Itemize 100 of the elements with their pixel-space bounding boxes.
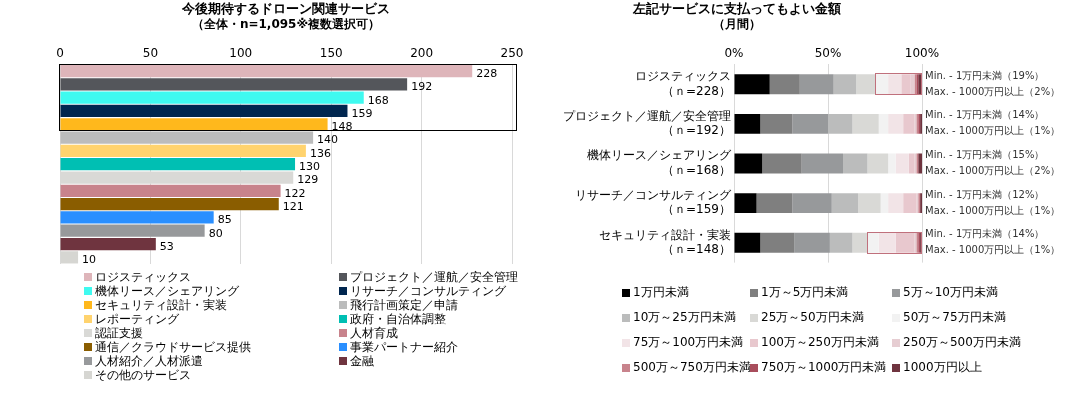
x-tick-label: 0	[56, 46, 64, 61]
bar	[867, 153, 889, 174]
bar	[794, 232, 830, 253]
y-tick-label: リサーチ／コンサルティング（ｎ=159）	[575, 188, 732, 217]
legend-label: 飛行計画策定／申請	[350, 298, 458, 312]
bar	[867, 232, 879, 253]
bar	[734, 113, 761, 134]
bar	[829, 232, 853, 253]
data-label: 192	[411, 80, 433, 94]
chart-title: 左記サービスに支払ってもよい金額	[632, 1, 841, 17]
data-label: 53	[159, 239, 174, 253]
bar	[852, 232, 868, 253]
bar	[903, 113, 915, 134]
x-tick-label: 100%	[904, 46, 940, 61]
data-label: 168	[367, 93, 389, 107]
bar	[852, 113, 879, 134]
data-label: 148	[331, 120, 353, 134]
x-tick-label: 250	[500, 46, 524, 61]
legend-label: 政府・自治体調整	[350, 312, 446, 326]
bar	[799, 74, 834, 95]
text: Max. - 1000万円以上（1%）	[925, 244, 1061, 256]
legend-label: 認証支援	[95, 326, 143, 340]
chart-subtitle: （全体・n=1,095※複数選択可）	[191, 16, 381, 31]
legend-label: 1万円未満	[633, 284, 689, 301]
y-tick-label: 機体リース／シェアリング（ｎ=168）	[587, 148, 732, 177]
x-tick-label: 0%	[724, 46, 744, 61]
bar	[875, 74, 889, 95]
bar	[878, 232, 896, 253]
bar	[888, 113, 904, 134]
bar	[734, 232, 761, 253]
legend-label: レポーティング	[95, 312, 179, 326]
bar	[888, 193, 904, 214]
data-label: 80	[208, 226, 223, 240]
legend-label: 500万～750万円未満	[633, 359, 751, 376]
text: Min. - 1万円未満（12%）	[925, 188, 1045, 200]
legend-label: 750万～1000万円未満	[761, 359, 887, 376]
text: Max. - 1000万円以上（1%）	[925, 125, 1061, 137]
legend-label: 10万～25万円未満	[633, 309, 736, 326]
bar	[801, 153, 844, 174]
legend-label: リサーチ／コンサルティング	[350, 284, 506, 298]
legend-label: その他のサービス	[95, 368, 191, 382]
legend-label: 5万～10万円未満	[903, 284, 998, 301]
legend-label: セキュリティ設計・実装	[95, 298, 227, 312]
bar	[762, 153, 802, 174]
legend-label: 50万～75万円未満	[903, 309, 1006, 326]
legend-label: 1万～5万円未満	[761, 284, 849, 301]
data-label: 136	[309, 146, 331, 160]
text: Max. - 1000万円以上（2%）	[925, 85, 1061, 97]
text: Min. - 1万円未満（14%）	[925, 109, 1045, 121]
x-tick-label: 100	[229, 46, 253, 61]
legend-label: 100万～250万円未満	[761, 334, 879, 351]
y-tick-label: セキュリティ設計・実装（ｎ=148）	[599, 227, 731, 257]
legend-label: 75万～100万円未満	[633, 334, 744, 351]
legend-label: 人材育成	[350, 326, 398, 340]
legend-label: 機体リース／シェアリング	[95, 284, 239, 298]
bar	[888, 74, 902, 95]
x-tick-label: 50%	[814, 46, 842, 61]
chart-subtitle: （月間）	[713, 16, 761, 31]
data-label: 85	[217, 213, 232, 227]
legend-label: 1000万円以上	[903, 359, 982, 376]
data-label: 159	[351, 106, 373, 120]
bar	[792, 113, 828, 134]
bar	[760, 113, 793, 134]
text: Min. - 1万円未満（15%）	[925, 149, 1045, 161]
bar	[856, 74, 875, 95]
legend-label: 金融	[350, 354, 374, 368]
bar	[833, 74, 857, 95]
bar	[734, 74, 770, 95]
x-tick-label: 150	[319, 46, 343, 61]
bar	[760, 232, 795, 253]
data-label: 228	[476, 66, 498, 80]
chart-title: 今後期待するドローン関連サービス	[181, 1, 390, 17]
legend-label: 通信／クラウドサービス提供	[95, 340, 251, 354]
data-label: 130	[299, 160, 321, 174]
bar	[734, 193, 757, 214]
bar	[878, 113, 889, 134]
bar	[895, 232, 915, 253]
data-label: 140	[317, 133, 339, 147]
legend-label: プロジェクト／運航／安全管理	[350, 270, 518, 284]
y-tick-label: プロジェクト／運航／安全管理（ｎ=192）	[563, 108, 731, 138]
data-label: 122	[284, 186, 306, 200]
legend-label: 事業パートナー紹介	[350, 340, 458, 354]
bar	[843, 153, 868, 174]
legend-label: 人材紹介／人材派遣	[95, 354, 203, 368]
y-tick-label: ロジスティックス（ｎ=228）	[635, 69, 731, 98]
bar	[858, 193, 881, 214]
text: Min. - 1万円未満（14%）	[925, 228, 1045, 240]
legend-label: 250万～500万円未満	[903, 334, 1021, 351]
bar	[895, 153, 909, 174]
data-label: 121	[282, 199, 304, 213]
bar	[903, 193, 917, 214]
bar	[901, 74, 911, 95]
bar	[888, 153, 896, 174]
text: Max. - 1000万円以上（1%）	[925, 204, 1061, 216]
bar	[734, 153, 763, 174]
data-label: 129	[297, 173, 319, 187]
legend-label: 25万～50万円未満	[761, 309, 864, 326]
bar	[792, 193, 832, 214]
data-label: 10	[82, 253, 97, 267]
x-tick-label: 200	[410, 46, 434, 61]
